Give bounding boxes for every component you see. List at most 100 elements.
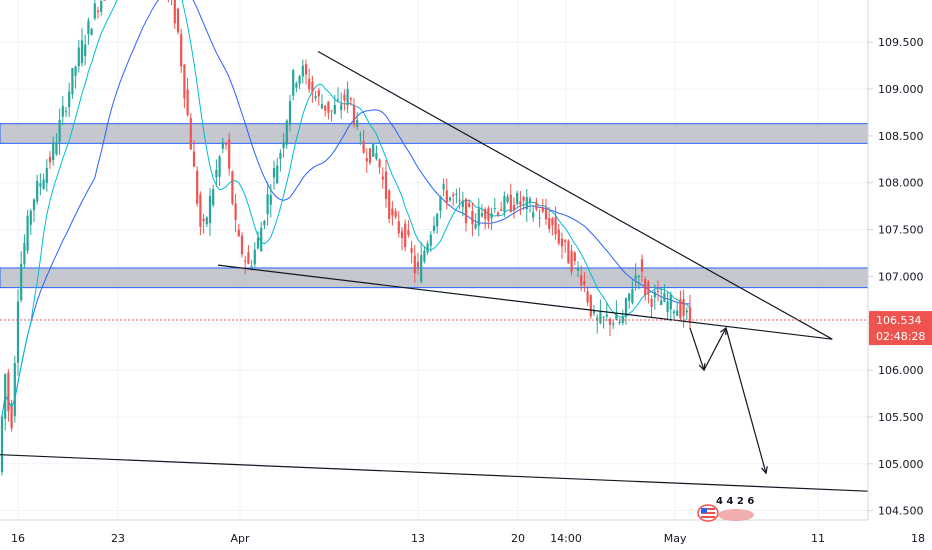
candle-body: [356, 120, 359, 127]
candle-body: [320, 104, 324, 109]
candle-body: [423, 250, 426, 262]
candle-body: [93, 3, 96, 19]
x-tick-label: 14:00: [550, 532, 582, 545]
candle-body: [516, 192, 519, 204]
candle-body: [570, 250, 573, 272]
candle-body: [324, 105, 327, 111]
y-axis[interactable]: 109.500 109.000 108.500 108.000 107.500 107.0…: [867, 0, 932, 550]
candle-body: [68, 91, 71, 108]
candle-body: [656, 291, 660, 293]
ma-slow-line: [1, 0, 691, 417]
forecast-segment: [703, 327, 727, 371]
candle-body: [602, 316, 605, 318]
candle-body: [522, 197, 525, 201]
candle-body: [26, 215, 29, 251]
candle-body: [442, 183, 445, 190]
resistance-zones: [0, 123, 869, 289]
candle-body: [458, 199, 461, 201]
candle-body: [176, 8, 180, 33]
x-axis[interactable]: 16 23 Apr 13 20 14:00 May 11 18: [0, 519, 932, 550]
candle-body: [48, 156, 52, 163]
candle-body: [218, 156, 221, 177]
candle-body: [212, 189, 215, 206]
candle-body: [592, 310, 596, 314]
candle-body: [480, 213, 484, 217]
candle-body: [519, 201, 522, 205]
candle-body: [330, 110, 333, 112]
candle-body: [260, 227, 263, 252]
candle-body: [276, 165, 279, 184]
candle-body: [685, 310, 688, 313]
candle-body: [285, 120, 288, 145]
candle-body: [420, 255, 423, 282]
candle-body: [410, 248, 413, 253]
forecast-segment: [725, 327, 767, 474]
candle-body: [96, 10, 100, 13]
candle-body: [535, 201, 538, 210]
candle-body: [64, 111, 68, 113]
candle-body: [493, 207, 496, 209]
candle-body: [477, 208, 480, 226]
candle-body: [676, 310, 679, 316]
candle-body: [567, 240, 570, 264]
candle-body: [221, 142, 224, 149]
candle-body: [250, 266, 253, 268]
economic-calendar-flag-icon[interactable]: 4 4 2 6: [697, 496, 754, 522]
candle-body: [378, 159, 381, 168]
candle-body: [352, 104, 356, 125]
candle-body: [228, 139, 231, 169]
candle-body: [589, 294, 592, 317]
candle-body: [644, 279, 647, 296]
candle-body: [314, 96, 317, 99]
y-tick-label: 108.500: [878, 130, 924, 143]
candle-body: [452, 194, 455, 197]
candle-body: [538, 217, 541, 219]
candle-body: [525, 197, 528, 210]
candle-body: [263, 220, 266, 226]
candle-body: [74, 66, 77, 76]
candle-body: [77, 47, 80, 67]
candle-body: [282, 141, 285, 149]
last-price-value: 106.534: [876, 314, 922, 327]
candle-body: [349, 98, 352, 100]
candle-body: [381, 176, 384, 180]
candle-body: [4, 374, 7, 419]
candle-body: [189, 118, 192, 150]
candle-body: [608, 318, 612, 325]
x-tick-label: 13: [411, 532, 425, 545]
candle-body: [573, 252, 576, 262]
y-tick-label: 108.000: [878, 177, 924, 190]
candle-body: [61, 105, 64, 117]
candle-body: [557, 229, 560, 244]
candle-body: [429, 234, 432, 246]
candle-body: [586, 291, 589, 303]
candle-body: [640, 259, 644, 272]
candle-body: [624, 298, 628, 317]
candle-body: [650, 298, 653, 307]
y-tick-label: 107.500: [878, 224, 924, 237]
candle-body: [576, 268, 580, 271]
x-tick-label: 23: [111, 532, 125, 545]
candle-body: [20, 263, 23, 301]
candle-body: [317, 90, 320, 97]
candle-body: [666, 301, 669, 313]
candle-body: [199, 194, 202, 227]
candle-body: [253, 249, 256, 265]
candle-body: [237, 229, 240, 237]
candle-body: [404, 223, 407, 248]
candle-body: [669, 294, 672, 310]
x-tick-label: 18: [911, 532, 925, 545]
candle-body: [186, 89, 189, 116]
y-tick-label: 109.000: [878, 83, 924, 96]
candle-body: [80, 40, 84, 64]
candle-body: [13, 363, 16, 417]
candle-body: [532, 212, 535, 218]
candle-body: [660, 300, 663, 306]
candle-body: [663, 293, 666, 302]
resistance-zone: [0, 123, 869, 144]
long-trendline: [0, 454, 869, 492]
candle-body: [682, 299, 685, 316]
candle-body: [560, 238, 564, 247]
candle-body: [272, 168, 276, 178]
